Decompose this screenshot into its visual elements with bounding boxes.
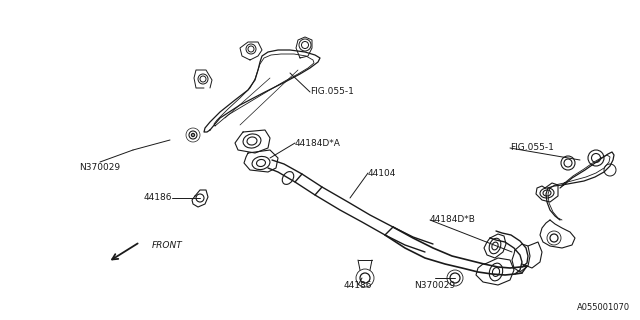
Text: 44186: 44186 (344, 281, 372, 290)
Text: 44104: 44104 (368, 169, 396, 178)
Text: FIG.055-1: FIG.055-1 (310, 87, 354, 97)
Text: 44184D*A: 44184D*A (295, 139, 341, 148)
Text: FIG.055-1: FIG.055-1 (510, 143, 554, 153)
Text: A055001070: A055001070 (577, 303, 630, 312)
Text: N370029: N370029 (415, 281, 456, 290)
Text: 44184D*B: 44184D*B (430, 215, 476, 225)
Text: 44186: 44186 (143, 194, 172, 203)
Text: N370029: N370029 (79, 164, 120, 172)
Text: FRONT: FRONT (152, 241, 183, 250)
